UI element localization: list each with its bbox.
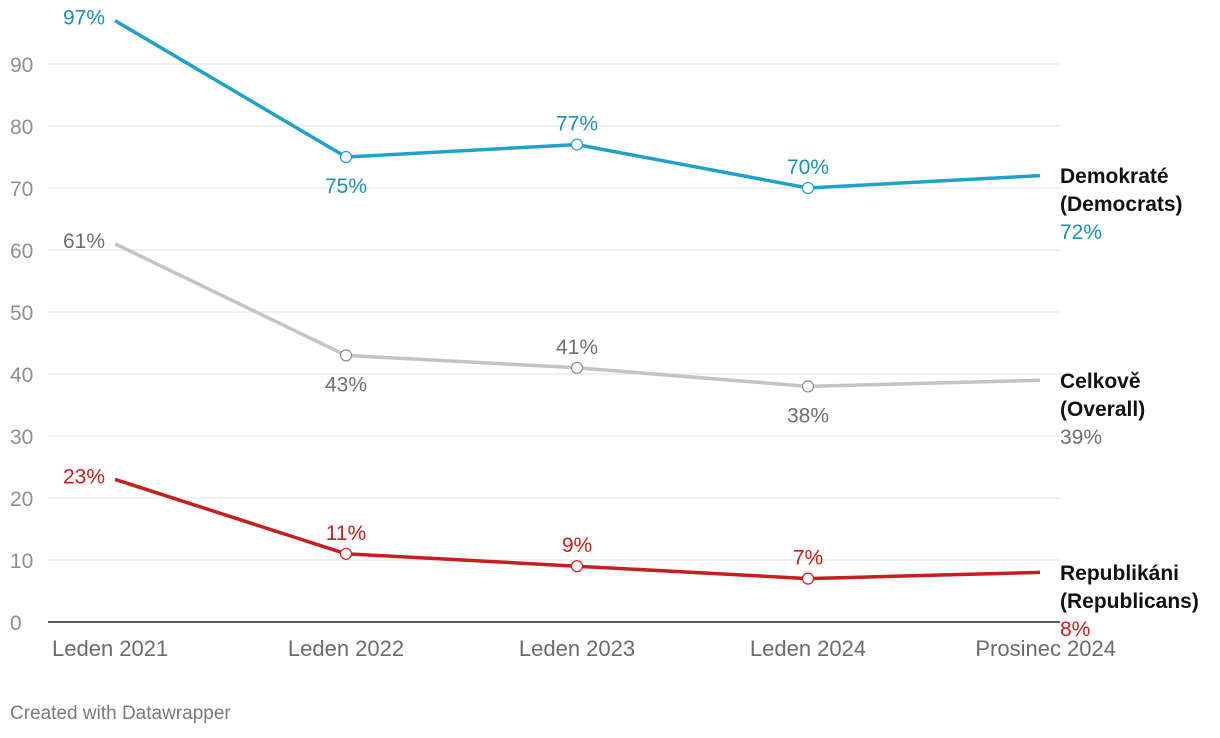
point-marker-dem-1 bbox=[339, 150, 353, 164]
x-tick-label-1: Leden 2022 bbox=[288, 636, 404, 661]
y-tick-label-30: 30 bbox=[10, 426, 33, 449]
point-marker-all-1 bbox=[339, 349, 353, 362]
point-marker-all-3 bbox=[801, 380, 815, 393]
data-label-all-1: 43% bbox=[325, 373, 367, 396]
credit-text: Created with Datawrapper bbox=[10, 703, 231, 724]
data-label-all-0: 61% bbox=[63, 230, 105, 253]
point-marker-rep-2 bbox=[570, 560, 584, 573]
point-marker-all-2 bbox=[570, 361, 584, 374]
data-label-rep-4: 8% bbox=[1060, 618, 1090, 641]
x-tick-label-3: Leden 2024 bbox=[750, 636, 866, 661]
series-name-rep: Republikáni bbox=[1060, 562, 1179, 585]
point-marker-dem-3 bbox=[801, 181, 815, 195]
series-name-all: Celkově bbox=[1060, 370, 1141, 393]
data-label-rep-0: 23% bbox=[63, 465, 105, 488]
point-marker-rep-1 bbox=[339, 547, 353, 560]
y-tick-label-70: 70 bbox=[10, 178, 33, 201]
y-tick-label-90: 90 bbox=[10, 54, 33, 77]
x-tick-label-4: Prosinec 2024 bbox=[975, 636, 1116, 661]
series-line-dem bbox=[114, 19, 1041, 190]
data-label-dem-0: 97% bbox=[63, 7, 105, 30]
data-label-all-2: 41% bbox=[556, 336, 598, 359]
series-name-sub-dem: (Democrats) bbox=[1060, 193, 1183, 216]
x-tick-label-2: Leden 2023 bbox=[519, 636, 635, 661]
y-tick-label-50: 50 bbox=[10, 302, 33, 325]
series-name-sub-rep: (Republicans) bbox=[1060, 590, 1199, 613]
series-name-dem: Demokraté bbox=[1060, 165, 1169, 188]
data-label-dem-3: 70% bbox=[787, 156, 829, 179]
data-label-dem-1: 75% bbox=[325, 175, 367, 198]
data-label-all-3: 38% bbox=[787, 404, 829, 427]
y-tick-label-10: 10 bbox=[10, 550, 33, 573]
data-label-dem-2: 77% bbox=[556, 113, 598, 136]
y-tick-label-40: 40 bbox=[10, 364, 33, 387]
y-tick-label-20: 20 bbox=[10, 488, 33, 511]
data-label-rep-1: 11% bbox=[326, 522, 366, 545]
x-tick-label-0: Leden 2021 bbox=[52, 636, 168, 661]
y-tick-label-0: 0 bbox=[10, 612, 22, 635]
data-label-rep-2: 9% bbox=[562, 534, 592, 557]
series-name-sub-all: (Overall) bbox=[1060, 398, 1145, 421]
point-marker-rep-3 bbox=[801, 572, 815, 585]
data-label-dem-4: 72% bbox=[1060, 221, 1102, 244]
data-label-all-4: 39% bbox=[1060, 426, 1102, 449]
data-label-rep-3: 7% bbox=[793, 547, 823, 570]
y-tick-label-80: 80 bbox=[10, 116, 33, 139]
point-marker-dem-2 bbox=[570, 138, 584, 151]
y-tick-label-60: 60 bbox=[10, 240, 33, 263]
